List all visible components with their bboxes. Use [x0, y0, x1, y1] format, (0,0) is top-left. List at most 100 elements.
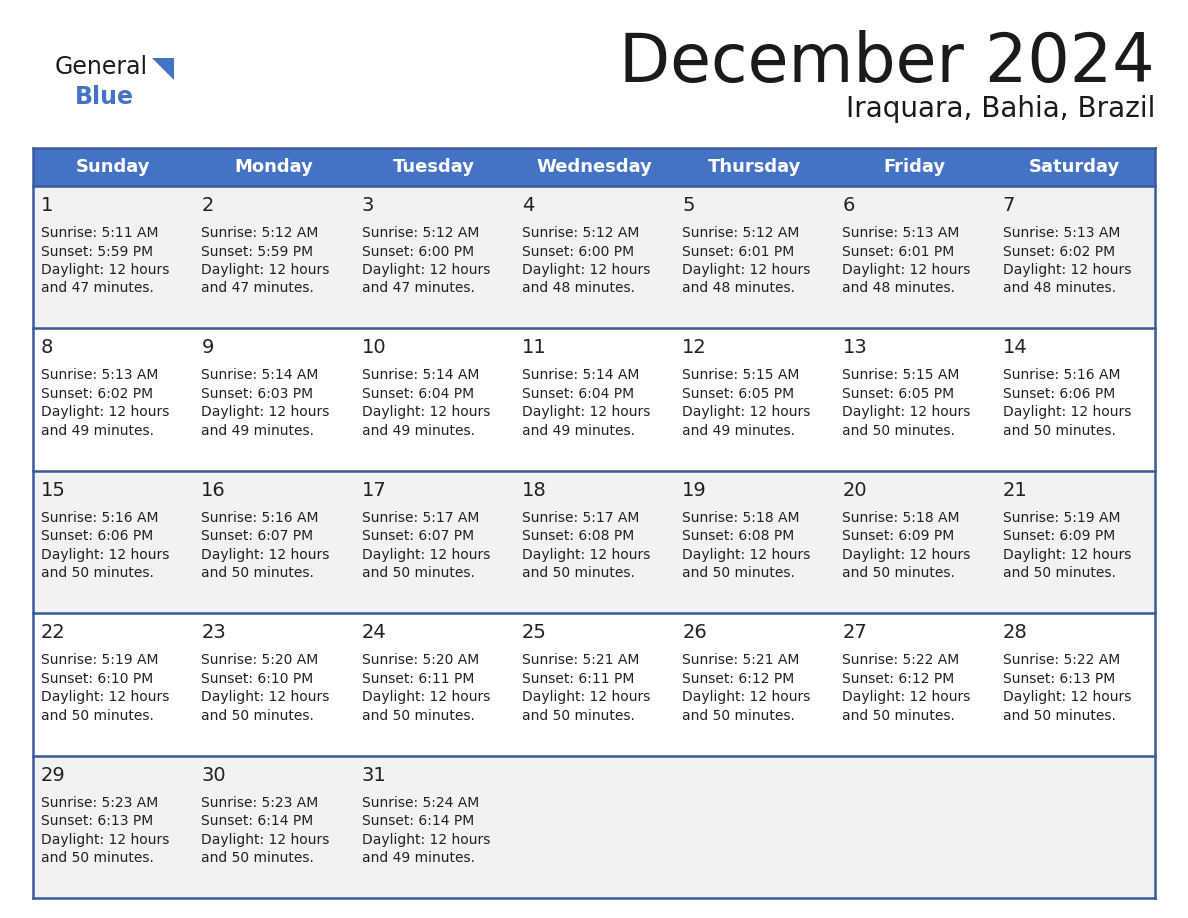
Text: Daylight: 12 hours: Daylight: 12 hours [361, 548, 489, 562]
Text: and 47 minutes.: and 47 minutes. [361, 282, 474, 296]
Text: Daylight: 12 hours: Daylight: 12 hours [201, 548, 329, 562]
Text: Sunrise: 5:19 AM: Sunrise: 5:19 AM [42, 654, 158, 667]
Text: Sunrise: 5:23 AM: Sunrise: 5:23 AM [201, 796, 318, 810]
Text: Sunrise: 5:23 AM: Sunrise: 5:23 AM [42, 796, 158, 810]
Text: and 47 minutes.: and 47 minutes. [42, 282, 154, 296]
Text: and 49 minutes.: and 49 minutes. [42, 424, 154, 438]
Text: Sunset: 6:05 PM: Sunset: 6:05 PM [842, 386, 954, 401]
Text: Thursday: Thursday [708, 158, 801, 176]
Text: Sunrise: 5:16 AM: Sunrise: 5:16 AM [42, 510, 158, 525]
Text: Sunrise: 5:18 AM: Sunrise: 5:18 AM [682, 510, 800, 525]
Text: Sunset: 6:01 PM: Sunset: 6:01 PM [842, 244, 955, 259]
Text: Sunrise: 5:19 AM: Sunrise: 5:19 AM [1003, 510, 1120, 525]
Text: Sunrise: 5:17 AM: Sunrise: 5:17 AM [361, 510, 479, 525]
Text: Sunset: 6:08 PM: Sunset: 6:08 PM [522, 530, 634, 543]
Text: 3: 3 [361, 196, 374, 215]
Text: Sunset: 6:00 PM: Sunset: 6:00 PM [361, 244, 474, 259]
Text: December 2024: December 2024 [619, 30, 1155, 96]
Text: Sunset: 6:08 PM: Sunset: 6:08 PM [682, 530, 795, 543]
Text: 14: 14 [1003, 339, 1028, 357]
Text: Sunset: 6:06 PM: Sunset: 6:06 PM [1003, 386, 1116, 401]
Text: 19: 19 [682, 481, 707, 499]
Text: Sunrise: 5:20 AM: Sunrise: 5:20 AM [361, 654, 479, 667]
Text: Sunset: 6:12 PM: Sunset: 6:12 PM [842, 672, 955, 686]
Text: Daylight: 12 hours: Daylight: 12 hours [42, 263, 170, 277]
Text: 21: 21 [1003, 481, 1028, 499]
Text: Daylight: 12 hours: Daylight: 12 hours [522, 548, 650, 562]
Text: and 50 minutes.: and 50 minutes. [201, 709, 314, 722]
Text: and 49 minutes.: and 49 minutes. [522, 424, 634, 438]
Text: Daylight: 12 hours: Daylight: 12 hours [42, 548, 170, 562]
Text: Sunset: 6:02 PM: Sunset: 6:02 PM [42, 386, 153, 401]
Text: Sunrise: 5:22 AM: Sunrise: 5:22 AM [1003, 654, 1120, 667]
Text: Sunset: 6:02 PM: Sunset: 6:02 PM [1003, 244, 1114, 259]
Text: Daylight: 12 hours: Daylight: 12 hours [201, 263, 329, 277]
Text: Sunset: 6:00 PM: Sunset: 6:00 PM [522, 244, 634, 259]
Text: Daylight: 12 hours: Daylight: 12 hours [201, 833, 329, 846]
Text: Daylight: 12 hours: Daylight: 12 hours [842, 263, 971, 277]
Text: 30: 30 [201, 766, 226, 785]
Text: and 50 minutes.: and 50 minutes. [522, 566, 634, 580]
Text: and 50 minutes.: and 50 minutes. [842, 709, 955, 722]
Text: Sunrise: 5:15 AM: Sunrise: 5:15 AM [682, 368, 800, 383]
Text: 16: 16 [201, 481, 226, 499]
Text: and 48 minutes.: and 48 minutes. [522, 282, 634, 296]
Text: Sunset: 6:11 PM: Sunset: 6:11 PM [361, 672, 474, 686]
Text: Daylight: 12 hours: Daylight: 12 hours [361, 690, 489, 704]
Text: Sunrise: 5:13 AM: Sunrise: 5:13 AM [1003, 226, 1120, 240]
Text: Sunrise: 5:24 AM: Sunrise: 5:24 AM [361, 796, 479, 810]
Text: Blue: Blue [75, 85, 134, 109]
Text: Monday: Monday [234, 158, 312, 176]
Text: General: General [55, 55, 148, 79]
Text: 20: 20 [842, 481, 867, 499]
Text: and 50 minutes.: and 50 minutes. [1003, 424, 1116, 438]
Text: Sunrise: 5:14 AM: Sunrise: 5:14 AM [201, 368, 318, 383]
Text: Sunrise: 5:20 AM: Sunrise: 5:20 AM [201, 654, 318, 667]
Text: and 50 minutes.: and 50 minutes. [201, 566, 314, 580]
Text: 13: 13 [842, 339, 867, 357]
Text: and 50 minutes.: and 50 minutes. [361, 709, 474, 722]
Text: and 50 minutes.: and 50 minutes. [682, 566, 795, 580]
Text: Sunrise: 5:12 AM: Sunrise: 5:12 AM [361, 226, 479, 240]
Text: and 50 minutes.: and 50 minutes. [42, 566, 154, 580]
Text: and 50 minutes.: and 50 minutes. [1003, 709, 1116, 722]
Text: Wednesday: Wednesday [536, 158, 652, 176]
Text: Sunset: 6:04 PM: Sunset: 6:04 PM [361, 386, 474, 401]
Text: 7: 7 [1003, 196, 1015, 215]
Text: 18: 18 [522, 481, 546, 499]
Text: 29: 29 [42, 766, 65, 785]
Text: and 50 minutes.: and 50 minutes. [201, 851, 314, 865]
Text: Sunset: 6:12 PM: Sunset: 6:12 PM [682, 672, 795, 686]
Text: Sunrise: 5:15 AM: Sunrise: 5:15 AM [842, 368, 960, 383]
Text: Daylight: 12 hours: Daylight: 12 hours [361, 406, 489, 420]
Text: and 49 minutes.: and 49 minutes. [201, 424, 315, 438]
Text: 5: 5 [682, 196, 695, 215]
Text: Sunrise: 5:21 AM: Sunrise: 5:21 AM [682, 654, 800, 667]
Text: Sunset: 6:13 PM: Sunset: 6:13 PM [42, 814, 153, 828]
Text: Daylight: 12 hours: Daylight: 12 hours [42, 833, 170, 846]
Text: Daylight: 12 hours: Daylight: 12 hours [682, 548, 810, 562]
Text: 8: 8 [42, 339, 53, 357]
Text: 22: 22 [42, 623, 65, 643]
Text: and 48 minutes.: and 48 minutes. [1003, 282, 1116, 296]
Text: and 50 minutes.: and 50 minutes. [682, 709, 795, 722]
Text: and 50 minutes.: and 50 minutes. [361, 566, 474, 580]
Text: Daylight: 12 hours: Daylight: 12 hours [1003, 406, 1131, 420]
Bar [33, 613, 1155, 756]
Text: Sunrise: 5:12 AM: Sunrise: 5:12 AM [682, 226, 800, 240]
Text: 11: 11 [522, 339, 546, 357]
Bar [33, 186, 1155, 329]
Text: and 49 minutes.: and 49 minutes. [361, 851, 474, 865]
Text: Daylight: 12 hours: Daylight: 12 hours [1003, 690, 1131, 704]
Text: Daylight: 12 hours: Daylight: 12 hours [42, 690, 170, 704]
Text: Daylight: 12 hours: Daylight: 12 hours [1003, 263, 1131, 277]
Text: Tuesday: Tuesday [393, 158, 475, 176]
Text: Daylight: 12 hours: Daylight: 12 hours [522, 690, 650, 704]
Text: and 50 minutes.: and 50 minutes. [42, 709, 154, 722]
Text: Sunset: 6:10 PM: Sunset: 6:10 PM [42, 672, 153, 686]
Text: Friday: Friday [884, 158, 946, 176]
Text: Sunrise: 5:14 AM: Sunrise: 5:14 AM [522, 368, 639, 383]
Text: Daylight: 12 hours: Daylight: 12 hours [201, 406, 329, 420]
Text: Sunrise: 5:21 AM: Sunrise: 5:21 AM [522, 654, 639, 667]
Text: Daylight: 12 hours: Daylight: 12 hours [682, 263, 810, 277]
